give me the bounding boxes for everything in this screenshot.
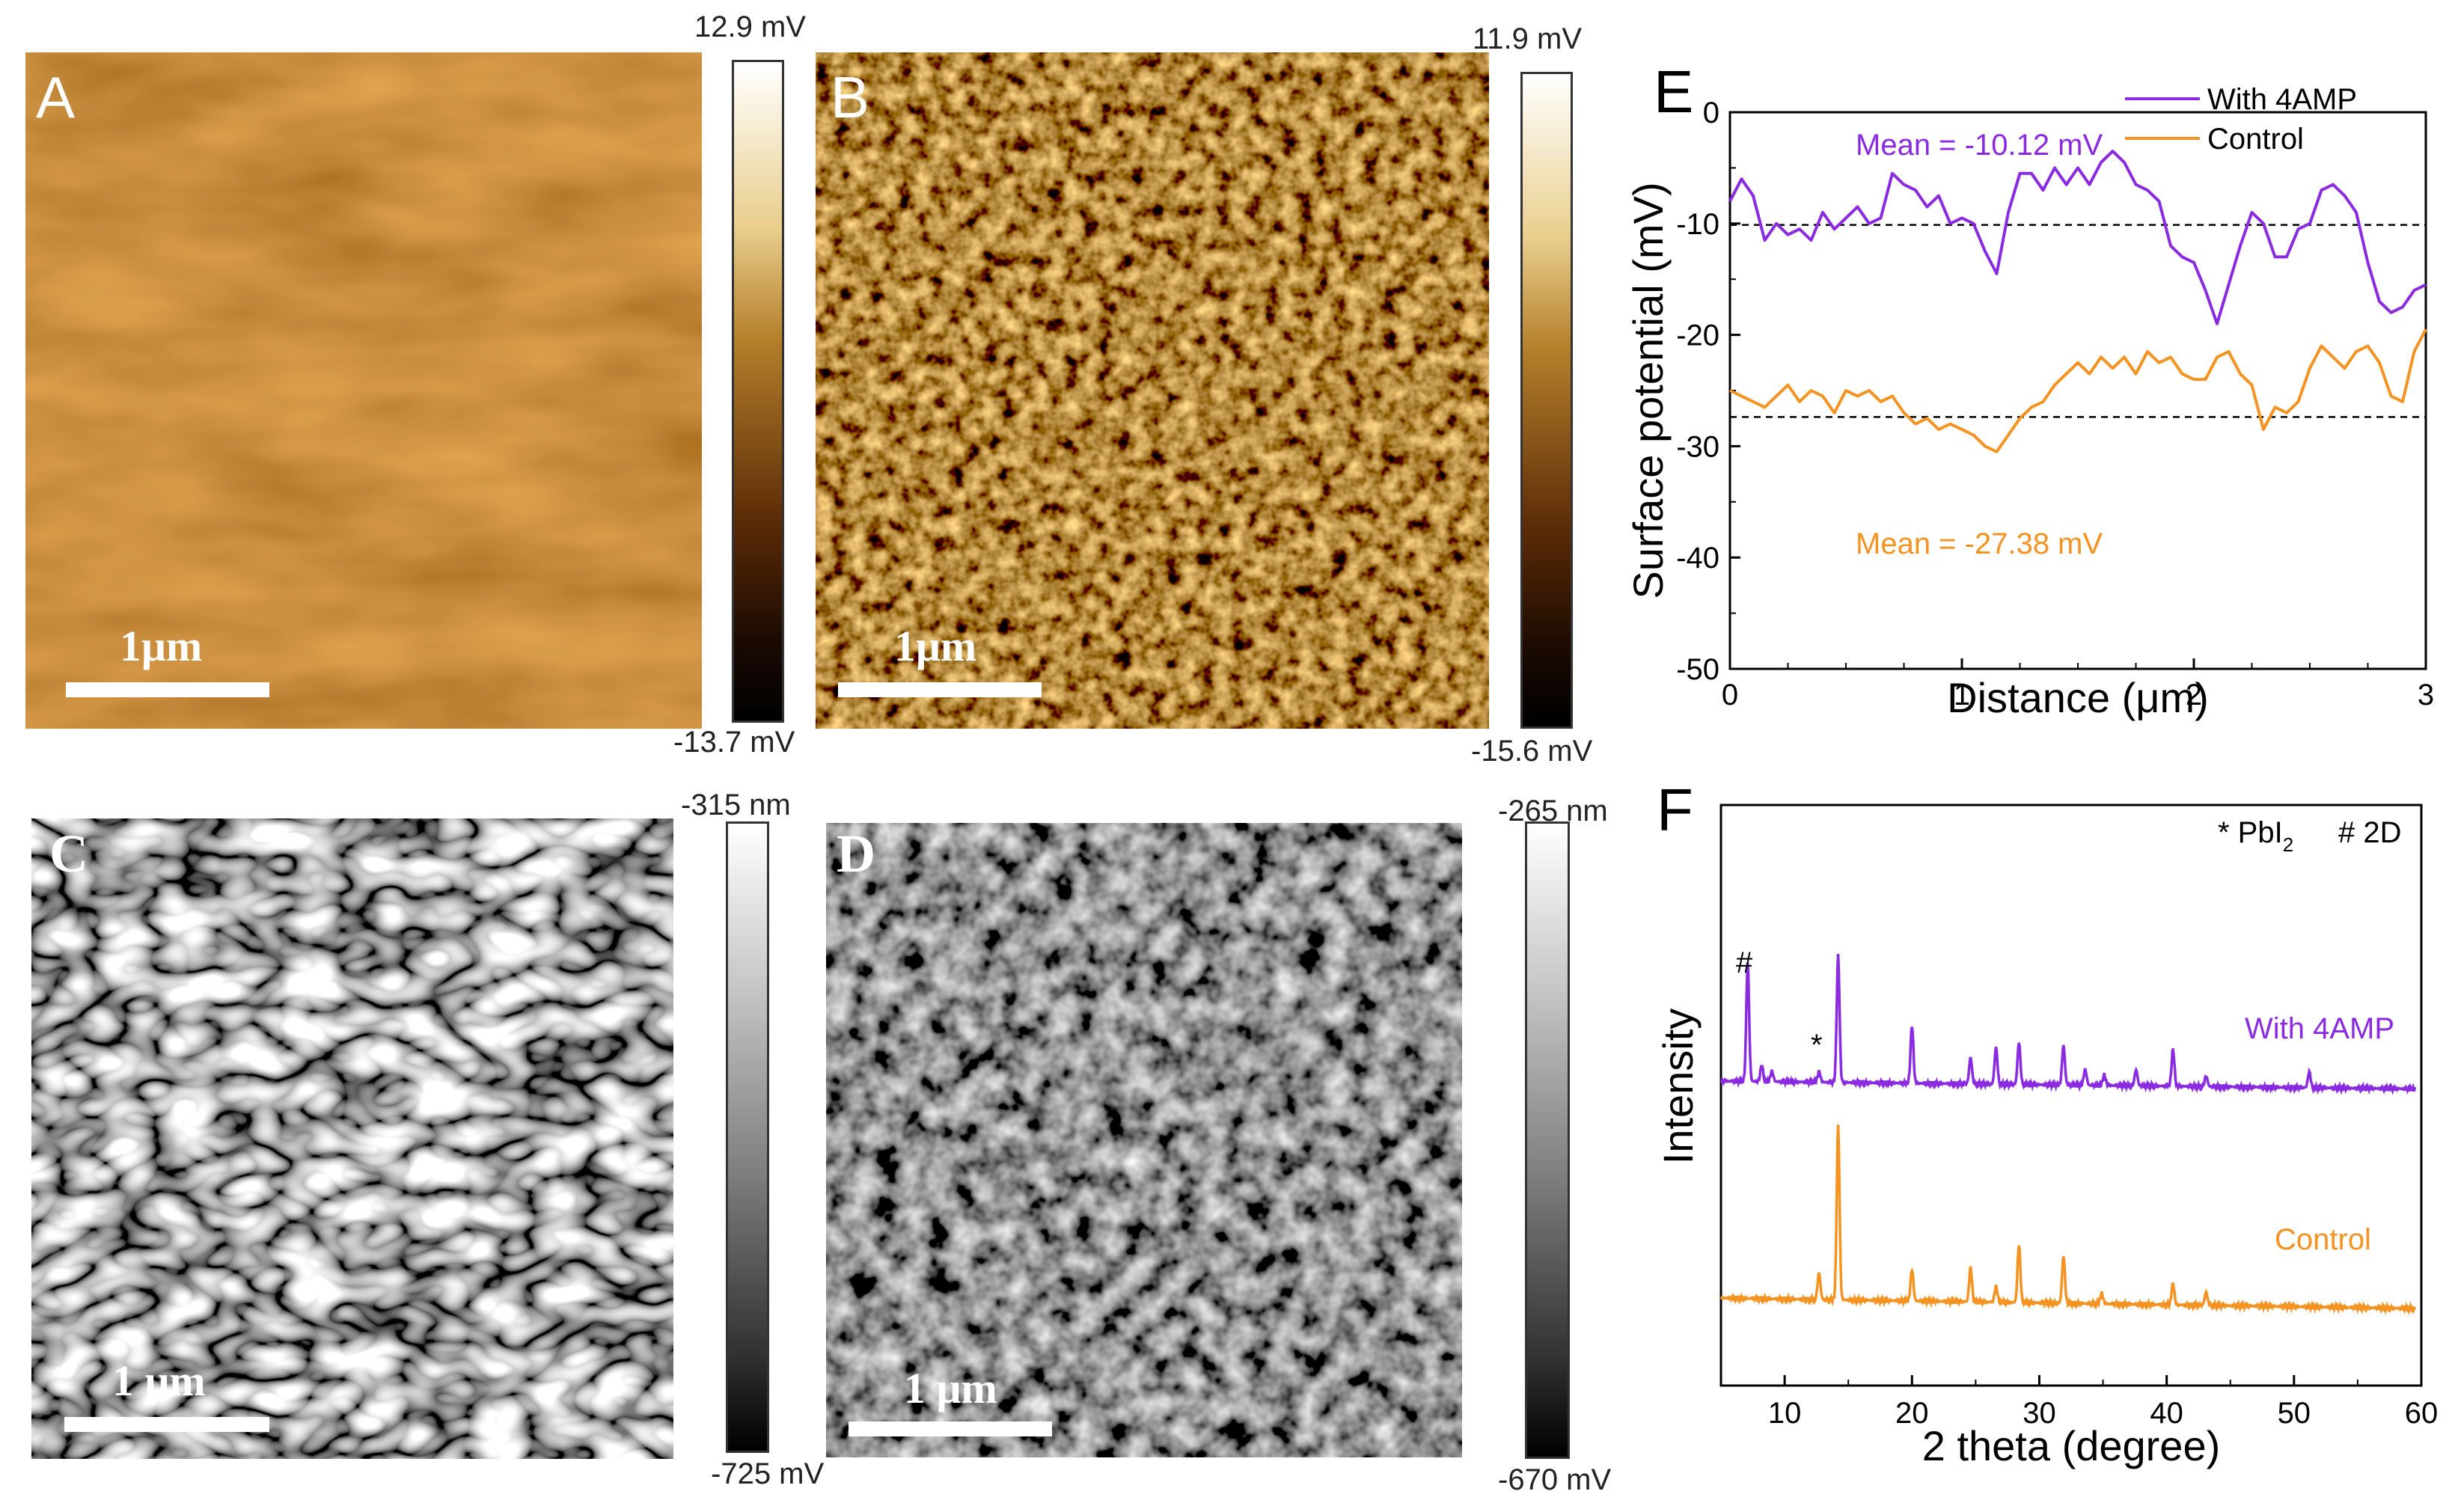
panel-letter-d: D [837,824,875,884]
chart-f-frame [1719,804,2423,1387]
chart-e-annotation-orange: Mean = -27.38 mV [1856,527,2103,560]
chart-e-annotation-purple: Mean = -10.12 mV [1856,129,2103,162]
chart-e-xlabel: Distance (μm) [1947,674,2209,721]
chart-e-frame [1728,111,2427,670]
f-x-tick-label-5: 60 [2405,1397,2439,1430]
f-x-tick-label-0: 10 [1768,1397,1802,1430]
scale-label-d: 1 μm [904,1364,997,1412]
surface-potential-chart: E 0 1 2 30-10-20-30-40-50 Mean = -10.12 mV … [1624,58,2434,721]
xrd-pattern-with-4amp [1720,954,2417,1095]
colorbar-c [726,821,769,1453]
colorbar-a-max: 12.9 mV [694,10,806,43]
colorbar-b [1520,72,1573,729]
colorbar-c-min: -725 mV [711,1457,825,1490]
xrd-pattern-control [1719,1124,2417,1315]
panel-letter-c: C [49,824,88,884]
x-tick-label-1: 1 [1954,679,1970,711]
legend-label-purple: With 4AMP [2207,83,2357,116]
legend-pbi2: * PbI2 [2218,816,2293,856]
f-x-tick-label-3: 40 [2150,1397,2183,1430]
colorbar-c-max: -315 nm [681,789,791,821]
y-tick-label-2: -20 [1676,319,1719,352]
afm-image-d [826,823,1462,1457]
colorbar-a-min: -13.7 mV [673,726,795,759]
afm-image-c [31,818,673,1459]
xrd-chart: F 10 20 30 40 50 60 * PbI2 # 2D # * With 4AMP… [1654,777,2439,1469]
chart-f-xlabel: 2 theta (degree) [1922,1422,2220,1469]
chart-f-letter: F [1657,777,1693,843]
series-line-control [1729,328,2427,453]
panel-letter-b: B [831,64,870,130]
scale-label-a: 1μm [120,622,203,670]
x-tick-label-0: 0 [1722,679,1738,711]
f-x-tick-label-1: 20 [1895,1397,1929,1430]
series-line-with-4amp [1728,150,2427,325]
panel-letter-a: A [36,64,76,130]
peak-marker-star: * [1811,1029,1823,1062]
chart-f-ylabel: Intensity [1654,1008,1702,1165]
legend-2d: # 2D [2338,816,2402,849]
scale-bar-b [838,682,1042,697]
chart-e-ylabel: Surface potential (mV) [1624,182,1672,599]
kpfm-image-a [25,52,702,729]
y-tick-label-1: -10 [1676,208,1719,241]
f-x-tick-label-2: 30 [2023,1397,2056,1430]
y-tick-label-5: -50 [1676,653,1719,686]
f-x-tick-label-4: 50 [2278,1397,2311,1430]
scale-bar-d [849,1421,1052,1436]
x-tick-label-2: 2 [2186,679,2202,711]
y-tick-label-3: -30 [1676,430,1719,463]
colorbar-b-min: -15.6 mV [1471,735,1593,768]
chart-e-letter: E [1654,58,1693,125]
legend-label-orange: Control [2207,123,2304,156]
colorbar-a [732,60,784,723]
peak-marker-hash: # [1736,946,1753,979]
colorbar-d-min: -670 mV [1498,1463,1612,1496]
scale-bar-c [64,1417,269,1432]
colorbar-d [1525,821,1570,1459]
y-tick-label-0: 0 [1703,97,1719,129]
colorbar-b-max: 11.9 mV [1473,22,1582,55]
series-label-control: Control [2275,1223,2371,1256]
scale-bar-a [66,682,269,697]
scale-label-b: 1μm [894,622,977,670]
x-tick-label-3: 3 [2418,679,2434,711]
scale-label-c: 1 μm [112,1356,206,1405]
colorbar-d-max: -265 nm [1498,795,1608,827]
y-tick-label-4: -40 [1676,542,1719,575]
series-label-4amp: With 4AMP [2245,1012,2394,1045]
kpfm-image-b [816,52,1489,729]
